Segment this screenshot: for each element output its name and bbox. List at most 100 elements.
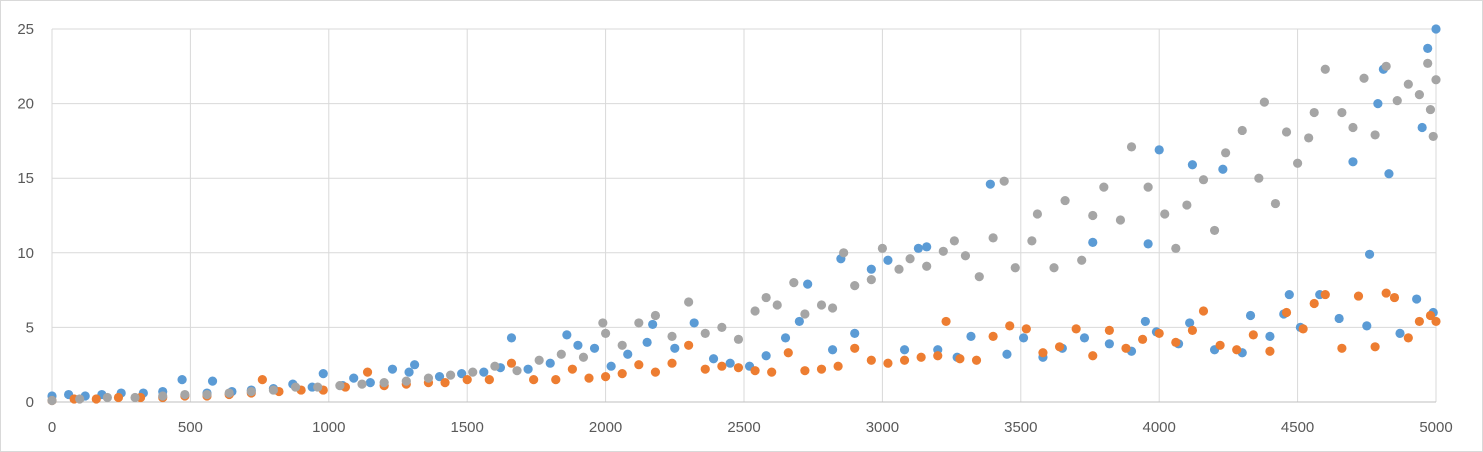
- series-0-point-42: [780, 333, 791, 343]
- series-1-point-40: [816, 364, 827, 374]
- series-2-point-55: [1027, 236, 1037, 246]
- series-1-point-59: [1121, 343, 1131, 353]
- series-1-point-52: [1005, 321, 1015, 331]
- series-0-point-31: [589, 343, 600, 353]
- series-2-point-32: [717, 322, 727, 332]
- series-0-point-84: [1364, 249, 1375, 259]
- series-1-point-31: [667, 358, 677, 368]
- series-2-point-24: [598, 318, 608, 328]
- series-0-point-81: [1334, 313, 1344, 324]
- series-2-point-72: [1254, 173, 1264, 183]
- series-1-point-44: [883, 358, 893, 368]
- series-1-point-29: [634, 360, 644, 370]
- series-1-point-10: [257, 375, 267, 385]
- series-1-point-62: [1171, 337, 1181, 347]
- series-1-point-61: [1154, 328, 1164, 338]
- series-1-point-35: [733, 363, 744, 373]
- series-2-point-89: [1425, 104, 1436, 115]
- series-2-point-27: [634, 318, 644, 328]
- series-0-point-7: [177, 375, 187, 385]
- series-2-point-77: [1304, 133, 1314, 143]
- series-0-point-19: [387, 364, 398, 374]
- x-tick-label-9: 4500: [1281, 419, 1314, 436]
- series-1-point-26: [584, 373, 594, 383]
- series-1-point-48: [941, 316, 951, 327]
- series-0-point-35: [648, 319, 658, 330]
- series-0-point-76: [1265, 331, 1275, 341]
- series-2-point-74: [1270, 198, 1281, 209]
- series-2-point-63: [1126, 142, 1137, 152]
- series-0-point-73: [1218, 164, 1228, 174]
- series-0-point-66: [1143, 239, 1153, 249]
- x-tick-label-0: 0: [48, 419, 56, 436]
- series-2-point-54: [1010, 263, 1020, 273]
- series-0-point-44: [803, 279, 813, 289]
- series-1-point-60: [1137, 334, 1148, 344]
- series-0-point-57: [1002, 349, 1012, 359]
- series-0-point-71: [1187, 160, 1198, 170]
- series-1-point-55: [1054, 342, 1065, 352]
- series-2-point-88: [1423, 58, 1433, 68]
- series-0-point-15: [318, 369, 328, 379]
- series-0-point-24: [479, 367, 489, 377]
- series-1-point-22: [506, 358, 517, 368]
- series-1-point-28: [617, 369, 627, 379]
- series-1-point-19: [440, 378, 450, 388]
- series-1-point-54: [1038, 348, 1048, 358]
- series-1-point-51: [988, 331, 998, 341]
- series-2-point-12: [335, 380, 345, 391]
- series-2-point-37: [789, 278, 799, 288]
- series-1-point-71: [1309, 298, 1319, 309]
- series-0-point-29: [562, 330, 572, 340]
- series-2-point-38: [800, 309, 810, 319]
- series-0-point-56: [985, 179, 995, 189]
- series-1-point-68: [1265, 346, 1275, 356]
- series-2-point-29: [667, 331, 677, 341]
- series-0-point-20: [404, 367, 414, 377]
- series-1-point-36: [750, 366, 760, 376]
- series-0-point-26: [506, 333, 517, 343]
- series-0-point-27: [523, 364, 533, 374]
- series-1-point-47: [933, 351, 943, 361]
- series-0-point-36: [670, 343, 680, 353]
- series-2-point-28: [650, 310, 661, 321]
- series-2-point-19: [490, 361, 500, 371]
- series-2-point-14: [379, 378, 389, 388]
- y-tick-label-4: 20: [17, 96, 34, 113]
- series-1-point-79: [1414, 316, 1424, 327]
- series-2-point-13: [357, 379, 367, 389]
- series-2-point-33: [733, 334, 744, 344]
- series-0-point-91: [1423, 43, 1433, 53]
- series-2-point-5: [180, 389, 190, 400]
- series-2-point-40: [827, 303, 838, 313]
- x-tick-labels: 0 500 1000 1500 2000 2500 3000 3500 4000 4500 5000: [48, 419, 1453, 436]
- x-tick-label-5: 2500: [727, 419, 760, 436]
- series-2-point-80: [1337, 107, 1347, 118]
- series-2-point-66: [1171, 243, 1181, 253]
- series-2-point-57: [1049, 263, 1059, 273]
- series-1-point-67: [1248, 330, 1258, 340]
- series-0-point-93: [1431, 24, 1441, 34]
- series-1-point-3: [113, 392, 124, 403]
- x-tick-label-8: 4000: [1143, 419, 1176, 436]
- series-1-point-81: [1431, 316, 1441, 327]
- series-0-point-22: [434, 372, 445, 382]
- series-1-point-49: [955, 354, 965, 364]
- series-0-point-50: [899, 345, 910, 355]
- series-0-point-70: [1185, 318, 1195, 328]
- series-2-point-6: [202, 389, 212, 400]
- series-2-point-25: [601, 328, 611, 338]
- series-2-point-85: [1392, 96, 1402, 106]
- series-2-point-4: [158, 391, 168, 401]
- series-0-point-52: [922, 242, 932, 252]
- series-0-point-78: [1284, 289, 1294, 300]
- series-0-point-38: [708, 354, 719, 364]
- x-tick-label-10: 5000: [1419, 419, 1452, 436]
- data-points: [47, 24, 1441, 406]
- series-0-point-87: [1384, 169, 1394, 179]
- series-2-point-0: [47, 395, 57, 406]
- series-0-point-37: [689, 318, 699, 328]
- series-2-point-16: [423, 373, 434, 383]
